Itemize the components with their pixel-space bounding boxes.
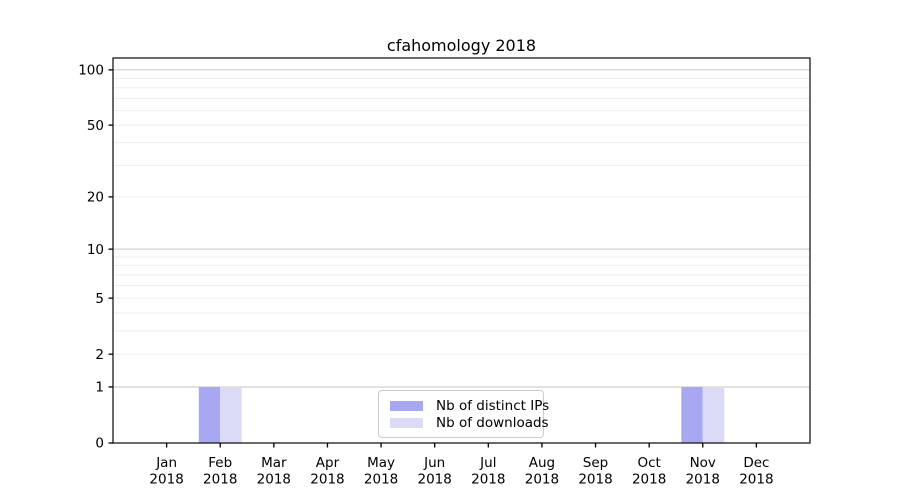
x-tick-label: Oct 2018	[632, 455, 666, 488]
y-tick-label: 1	[95, 380, 104, 396]
x-tick-label: Nov 2018	[686, 455, 720, 488]
x-tick-label: Dec 2018	[739, 455, 773, 488]
y-tick-label: 10	[87, 242, 104, 258]
legend-item-distinct-ips: Nb of distinct IPs	[390, 397, 549, 415]
x-tick-label: Jul 2018	[471, 455, 505, 488]
x-tick-label: Jan 2018	[149, 455, 183, 488]
bar-downloads	[220, 386, 242, 443]
legend: Nb of distinct IPs Nb of downloads	[378, 390, 549, 438]
y-tick-label: 20	[87, 190, 104, 206]
x-tick-label: Sep 2018	[578, 455, 612, 488]
y-tick-label: 5	[95, 291, 104, 307]
legend-swatch-downloads	[390, 418, 423, 429]
y-tick-label: 50	[87, 118, 104, 134]
y-tick-label: 2	[95, 347, 104, 363]
x-tick-label: May 2018	[364, 455, 398, 488]
x-tick-label: Feb 2018	[203, 455, 237, 488]
bar-downloads	[702, 386, 725, 443]
y-tick-label: 0	[95, 436, 104, 452]
legend-swatch-distinct-ips	[390, 400, 423, 411]
x-tick-label: Aug 2018	[525, 455, 559, 488]
bar-distinct-ips	[198, 386, 221, 443]
chart-title: cfahomology 2018	[386, 36, 537, 55]
x-tick-label: Jun 2018	[418, 455, 452, 488]
bar-distinct-ips	[681, 386, 703, 443]
x-tick-label: Apr 2018	[310, 455, 344, 488]
plot-border	[112, 57, 811, 444]
y-tick-label: 100	[78, 63, 104, 79]
x-tick-label: Mar 2018	[257, 455, 291, 488]
legend-item-downloads: Nb of downloads	[390, 415, 549, 433]
legend-label-distinct-ips: Nb of distinct IPs	[436, 397, 550, 414]
legend-label-downloads: Nb of downloads	[436, 415, 549, 432]
